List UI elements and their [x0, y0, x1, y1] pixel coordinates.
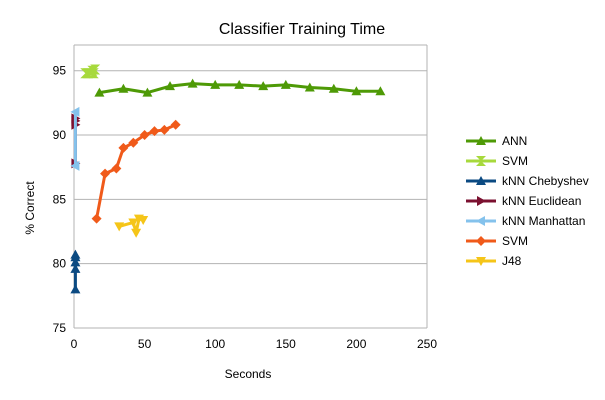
legend-label-2: kNN Chebyshev: [502, 174, 589, 188]
y-axis-label: % Correct: [23, 181, 37, 235]
series-4: [70, 106, 80, 171]
legend-label-6: J48: [502, 254, 522, 268]
legend-label-3: kNN Euclidean: [502, 194, 581, 208]
legend-marker-3: [477, 196, 486, 206]
legend-label-4: kNN Manhattan: [502, 214, 585, 228]
data-point-1-1: [83, 68, 94, 79]
data-point-2-2: [70, 257, 81, 267]
data-point-0-1: [118, 83, 129, 93]
legend-label-0: ANN: [502, 134, 527, 148]
data-point-0-8: [280, 79, 291, 89]
legend-marker-5: [476, 236, 486, 246]
x-tick-label-150: 150: [276, 337, 296, 351]
legend-marker-2: [476, 176, 486, 185]
data-point-5-8: [170, 119, 181, 130]
chart-title: Classifier Training Time: [219, 21, 385, 38]
data-point-2-4: [70, 249, 81, 259]
data-point-0-4: [187, 78, 198, 88]
grid-lines: [74, 70, 427, 329]
data-point-0-0: [94, 87, 105, 97]
series-1: [80, 64, 101, 79]
y-tick-label-80: 80: [53, 257, 67, 271]
data-point-6-2: [131, 228, 142, 238]
legend-marker-4: [476, 216, 485, 226]
legend-label-5: SVM: [502, 234, 528, 248]
data-point-5-2: [111, 163, 122, 174]
legend-entry-6: J48: [466, 254, 522, 268]
legend-marker-0: [476, 136, 486, 145]
data-point-5-7: [159, 124, 170, 135]
legend: ANN SVM kNN Chebyshev kNN Euclidean kNN Manh…: [466, 134, 589, 268]
x-tick-label-50: 50: [138, 337, 152, 351]
data-point-2-0: [70, 284, 81, 294]
y-tick-label-85: 85: [53, 192, 67, 206]
x-tick-label-250: 250: [417, 337, 437, 351]
data-point-0-9: [304, 82, 315, 92]
legend-entry-0: ANN: [466, 134, 527, 148]
x-axis-label: Seconds: [225, 367, 272, 381]
legend-entry-4: kNN Manhattan: [466, 214, 585, 228]
series-layer: [70, 64, 386, 294]
data-point-4-0: [70, 160, 80, 171]
x-tick-label-0: 0: [71, 337, 78, 351]
data-point-1-4: [90, 64, 101, 75]
data-point-5-5: [139, 130, 150, 141]
legend-entry-5: SVM: [466, 234, 528, 248]
legend-marker-1: [476, 156, 486, 166]
series-line-5: [95, 123, 177, 219]
data-point-5-3: [118, 142, 129, 153]
series-0: [94, 78, 386, 97]
y-tick-label-75: 75: [53, 321, 67, 335]
x-tick-label-200: 200: [346, 337, 366, 351]
legend-label-1: SVM: [502, 154, 528, 168]
data-point-5-0: [91, 213, 102, 224]
legend-entry-3: kNN Euclidean: [466, 194, 581, 208]
data-point-0-3: [165, 81, 176, 91]
data-point-6-0: [114, 222, 125, 232]
legend-marker-6: [476, 257, 486, 266]
legend-entry-1: SVM: [466, 154, 528, 168]
series-2: [70, 249, 81, 294]
data-point-0-2: [142, 87, 153, 97]
data-point-0-10: [328, 83, 339, 93]
data-point-0-11: [351, 86, 362, 96]
x-tick-labels: 0 50 100 150 200 250: [71, 337, 438, 351]
data-point-5-4: [128, 137, 139, 148]
y-tick-label-90: 90: [53, 128, 67, 142]
y-tick-label-95: 95: [53, 64, 67, 78]
data-point-2-1: [70, 263, 81, 273]
series-6: [114, 214, 149, 238]
plot-frame: [73, 44, 428, 328]
data-point-0-12: [375, 86, 386, 96]
data-point-6-4: [138, 215, 149, 225]
y-tick-labels: 75 80 85 90 95: [53, 64, 67, 335]
x-tick-label-100: 100: [205, 337, 225, 351]
data-point-0-6: [234, 79, 245, 89]
data-point-6-1: [128, 218, 139, 228]
series-5: [91, 119, 181, 224]
data-point-4-1: [70, 106, 80, 117]
data-point-0-5: [210, 79, 221, 89]
data-point-5-1: [100, 168, 111, 179]
data-point-0-7: [258, 81, 269, 91]
legend-entry-2: kNN Chebyshev: [466, 174, 589, 188]
data-point-5-6: [149, 126, 160, 137]
